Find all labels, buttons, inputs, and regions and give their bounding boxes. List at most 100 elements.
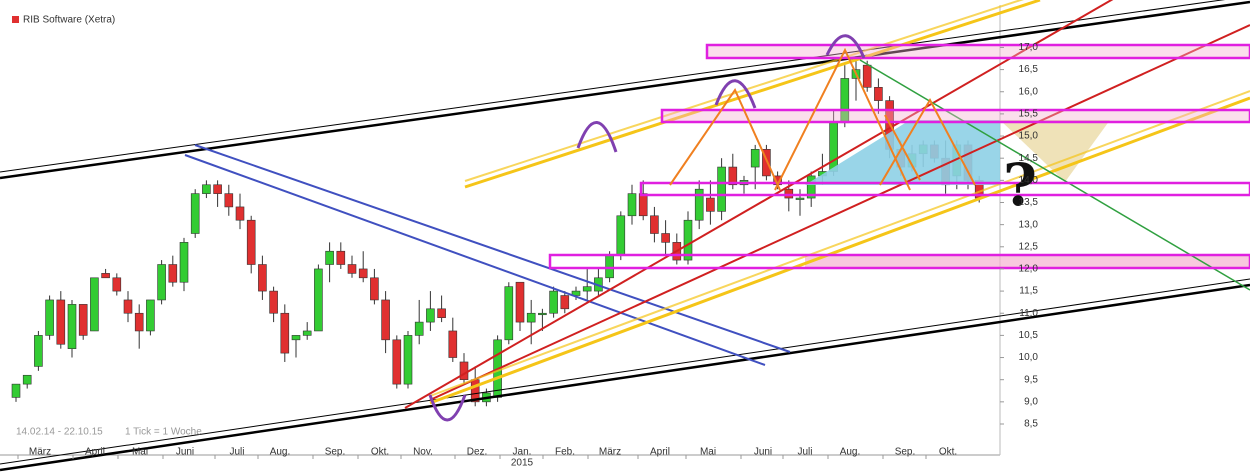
candle-body bbox=[202, 184, 211, 194]
candle-body bbox=[291, 335, 301, 341]
x-tick-label: Dez. bbox=[467, 447, 488, 458]
candle-body bbox=[526, 312, 536, 323]
pattern-line bbox=[774, 47, 911, 191]
x-tick-label: Okt. bbox=[939, 447, 957, 458]
candle-body bbox=[806, 175, 816, 199]
candle-body bbox=[650, 215, 659, 234]
x-tick-label: April bbox=[85, 447, 105, 458]
shaded-zone bbox=[805, 255, 1250, 268]
candle-body bbox=[224, 193, 234, 208]
candle-body bbox=[314, 268, 323, 332]
arc bbox=[576, 121, 618, 153]
trend-line bbox=[0, 0, 1226, 173]
date-range: 14.02.14 - 22.10.15 bbox=[16, 427, 103, 438]
candle-body bbox=[694, 188, 704, 221]
candle-body bbox=[706, 197, 715, 212]
x-tick-label: Juli bbox=[797, 447, 812, 458]
trend-line bbox=[0, 278, 1250, 465]
candle-body bbox=[146, 299, 155, 332]
candle-body bbox=[358, 268, 368, 279]
candle-body bbox=[11, 383, 21, 398]
trend-line bbox=[429, 24, 1250, 401]
y-tick-label: 16,0 bbox=[1019, 86, 1039, 97]
trend-line bbox=[429, 96, 1250, 405]
candle-body bbox=[862, 64, 872, 88]
y-tick-label: 11,0 bbox=[1019, 308, 1038, 319]
tick-info: 1 Tick = 1 Woche bbox=[125, 427, 202, 438]
candle-body bbox=[403, 335, 413, 385]
y-tick-label: 17,0 bbox=[1019, 42, 1039, 53]
candle-body bbox=[392, 339, 402, 385]
trend-line bbox=[464, 0, 1041, 189]
candle-body bbox=[683, 219, 693, 261]
candle-body bbox=[381, 299, 390, 341]
legend-label: RIB Software (Xetra) bbox=[23, 15, 115, 26]
y-tick-label: 9,5 bbox=[1024, 374, 1038, 385]
candle-body bbox=[560, 295, 570, 310]
pattern-line bbox=[884, 114, 921, 181]
candle-body bbox=[213, 184, 222, 194]
pattern-line bbox=[879, 97, 976, 186]
candle-body bbox=[605, 255, 614, 279]
candle-body bbox=[78, 304, 88, 336]
candle-body bbox=[795, 197, 805, 200]
candle-body bbox=[179, 242, 189, 283]
candle-body bbox=[34, 335, 43, 367]
candle-body bbox=[437, 308, 446, 318]
arc bbox=[428, 394, 467, 422]
candle-body bbox=[582, 286, 592, 292]
candle-body bbox=[829, 122, 838, 172]
candle-body bbox=[123, 299, 133, 314]
shaded-triangle bbox=[805, 120, 1000, 185]
trend-line bbox=[0, 283, 1250, 472]
x-tick-label: Jan. bbox=[513, 447, 532, 458]
year-label: 2015 bbox=[511, 458, 534, 469]
x-tick-label: Feb. bbox=[555, 447, 575, 458]
candle-body bbox=[627, 193, 637, 217]
trend-line bbox=[404, 0, 1114, 409]
candle-body bbox=[336, 250, 346, 265]
arc bbox=[825, 34, 866, 59]
legend-swatch bbox=[12, 16, 19, 23]
candle-body bbox=[280, 312, 290, 354]
x-tick-label: Sep. bbox=[325, 447, 346, 458]
candle-body bbox=[325, 250, 334, 265]
x-tick-label: Nov. bbox=[413, 447, 433, 458]
y-tick-label: 11,5 bbox=[1019, 286, 1038, 297]
x-tick-label: Okt. bbox=[371, 447, 389, 458]
candle-body bbox=[168, 264, 178, 283]
x-tick-label: Sep. bbox=[895, 447, 916, 458]
candle-body bbox=[616, 215, 626, 256]
zone-box bbox=[660, 108, 1250, 124]
y-tick-label: 15,0 bbox=[1019, 131, 1039, 142]
y-tick-label: 14,5 bbox=[1019, 153, 1039, 164]
candle-body bbox=[235, 206, 245, 221]
candle-body bbox=[638, 193, 648, 217]
candle-body bbox=[504, 286, 514, 341]
candle-body bbox=[112, 277, 122, 292]
arc bbox=[714, 79, 757, 109]
candle-body bbox=[347, 264, 357, 274]
candle-body bbox=[101, 273, 110, 279]
candle-body bbox=[22, 374, 32, 385]
y-tick-label: 13,5 bbox=[1019, 197, 1039, 208]
x-tick-label: Mai bbox=[700, 447, 716, 458]
y-tick-label: 12,0 bbox=[1019, 264, 1039, 275]
candle-body bbox=[302, 330, 312, 336]
candle-body bbox=[784, 188, 794, 199]
candle-body bbox=[426, 308, 435, 323]
candle-body bbox=[67, 304, 77, 349]
pattern-lines bbox=[669, 47, 976, 191]
x-tick-label: Juni bbox=[176, 447, 194, 458]
y-tick-label: 14,0 bbox=[1019, 175, 1039, 186]
candle-body bbox=[269, 290, 278, 314]
y-tick-label: 15,5 bbox=[1019, 109, 1039, 120]
y-tick-label: 9,0 bbox=[1024, 396, 1038, 407]
candle-body bbox=[370, 277, 379, 301]
candle-body bbox=[762, 149, 771, 177]
y-tick-label: 12,5 bbox=[1019, 241, 1039, 252]
candle-body bbox=[258, 264, 267, 292]
